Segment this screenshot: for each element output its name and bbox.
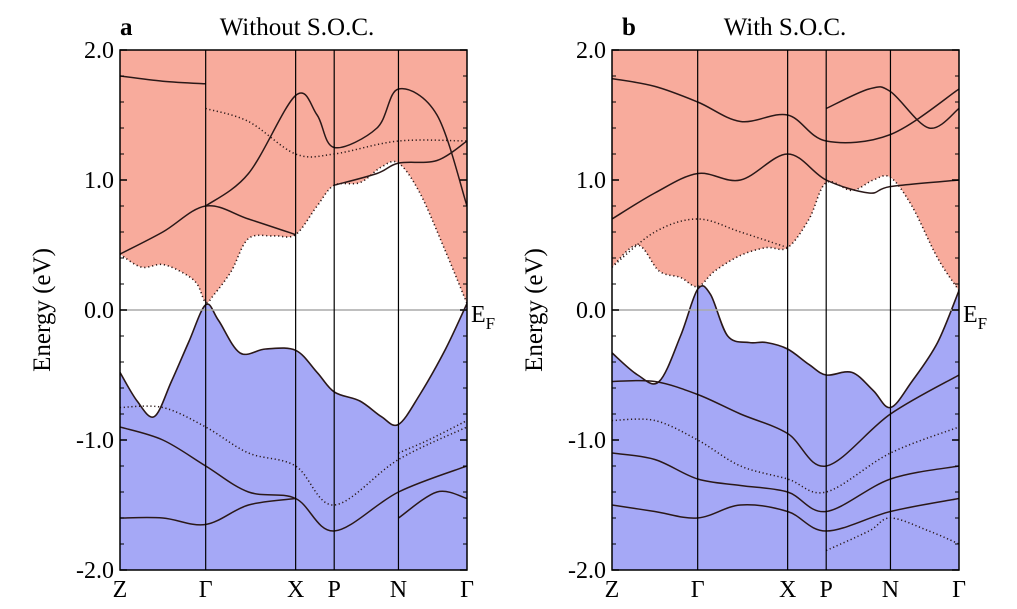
conduction-band-edge [612, 174, 959, 291]
kpoint-label: P [820, 577, 833, 603]
conduction-region [612, 50, 959, 291]
y-tick-label: 2.0 [84, 38, 114, 64]
kpoint-label: Γ [199, 577, 213, 603]
band-line [398, 490, 467, 519]
valence-band-edge [612, 284, 959, 409]
valence-region [612, 285, 959, 570]
kpoint-label: N [390, 577, 407, 603]
conduction-region [120, 50, 467, 304]
panel-a: -2.0 -1.0 0.0 1.0 2.0 Z Γ X P N Γ Energy (eV) EF a Wit… [29, 14, 495, 603]
kpoint-label: Z [113, 577, 128, 603]
y-tick-label: -1.0 [568, 428, 606, 454]
y-tick-label: -2.0 [76, 558, 114, 584]
kpoint-label: P [328, 577, 341, 603]
panel-title: With S.O.C. [724, 14, 847, 41]
kpoint-label: Γ [460, 577, 474, 603]
band-line [120, 405, 467, 506]
band-line [612, 374, 959, 467]
kpoint-label: X [287, 577, 304, 603]
y-tick-label: 1.0 [84, 168, 114, 194]
y-tick-label: 0.0 [576, 298, 606, 324]
y-tick-label: -2.0 [568, 558, 606, 584]
fermi-label: EF [471, 302, 495, 333]
y-tick-label: -1.0 [76, 428, 114, 454]
fermi-label: EF [963, 302, 987, 333]
y-tick-label: 2.0 [576, 38, 606, 64]
panel-title: Without S.O.C. [220, 14, 375, 41]
y-axis-label: Energy (eV) [29, 248, 56, 372]
band-line [120, 75, 206, 85]
kpoint-label: Γ [691, 577, 705, 603]
kpoint-label: N [882, 577, 899, 603]
plot-area [612, 50, 959, 570]
valence-band-edge [120, 303, 467, 427]
fermi-label-subscript: F [486, 314, 495, 333]
plot-area [120, 50, 467, 570]
kpoint-label: Z [605, 577, 620, 603]
panel-b: -2.0 -1.0 0.0 1.0 2.0 Z Γ X P N Γ Energy (eV) EF b Wit… [521, 14, 987, 603]
y-tick-label: 0.0 [84, 298, 114, 324]
band-line [205, 107, 467, 158]
y-axis-label: Energy (eV) [521, 248, 548, 372]
panel-letter: b [622, 14, 636, 41]
kpoint-label: X [779, 577, 796, 603]
y-tick-label: 1.0 [576, 168, 606, 194]
band-line [612, 218, 788, 268]
kpoint-label: Γ [952, 577, 966, 603]
fermi-label-subscript: F [978, 314, 987, 333]
valence-region [120, 303, 467, 570]
band-line [612, 418, 959, 494]
panel-letter: a [120, 14, 133, 41]
